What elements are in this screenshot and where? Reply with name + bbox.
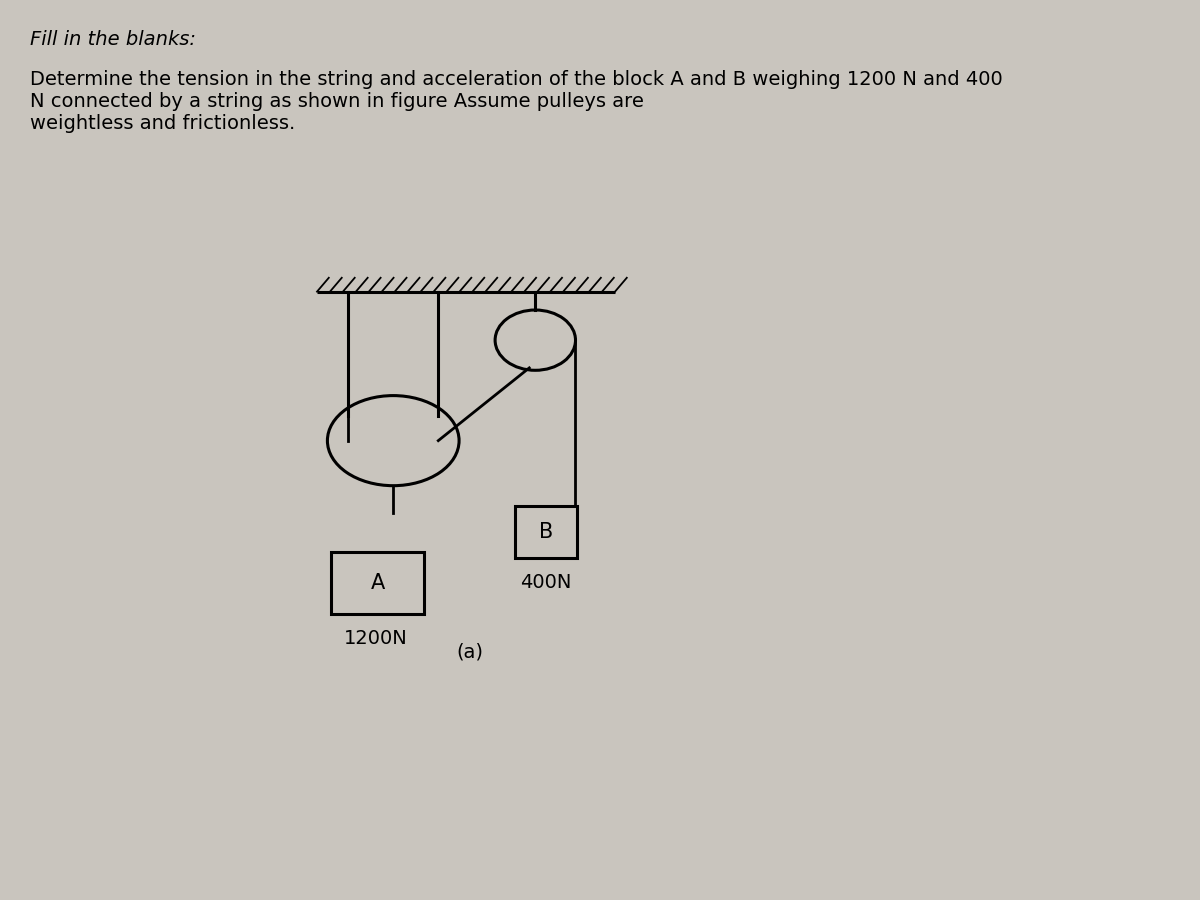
Text: Fill in the blanks:: Fill in the blanks: xyxy=(30,30,196,49)
Text: B: B xyxy=(539,523,553,543)
Text: A: A xyxy=(371,572,385,593)
Bar xyxy=(515,507,577,558)
Text: Determine the tension in the string and acceleration of the block A and B weighi: Determine the tension in the string and … xyxy=(30,70,1003,133)
Text: 400N: 400N xyxy=(520,573,571,592)
Bar xyxy=(331,552,425,614)
Text: 1200N: 1200N xyxy=(344,628,408,648)
Text: (a): (a) xyxy=(456,643,482,662)
